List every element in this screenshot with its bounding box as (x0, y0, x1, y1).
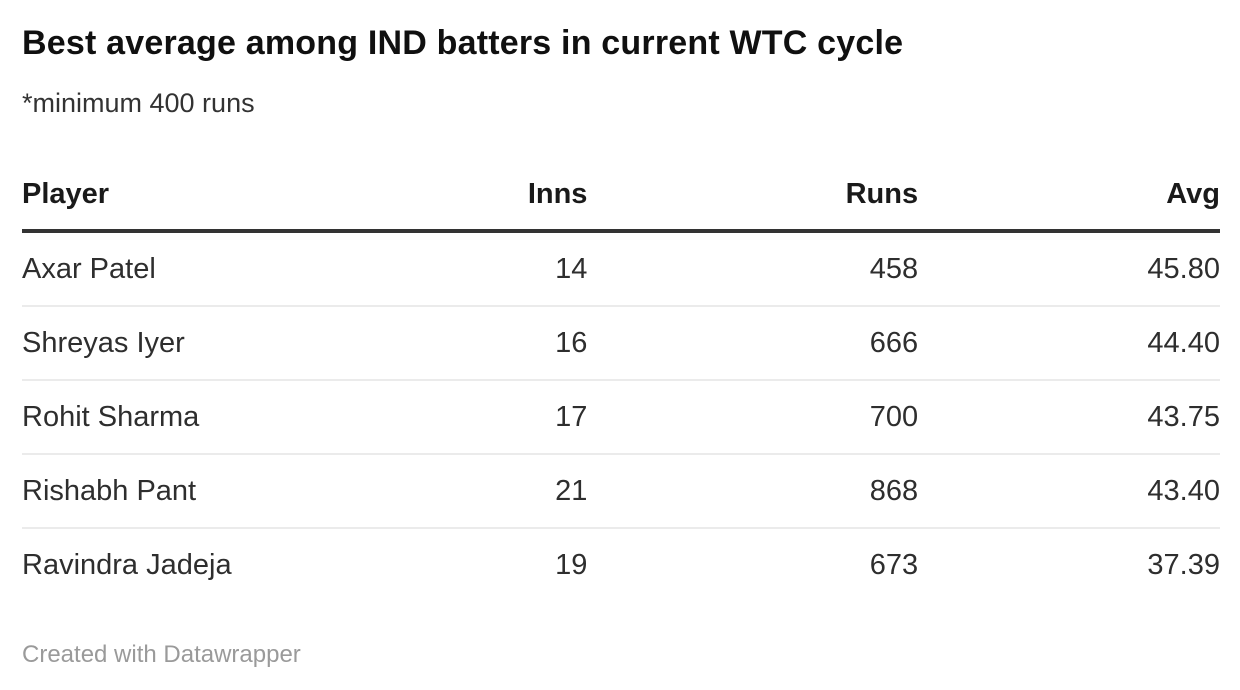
avg-cell: 45.80 (918, 231, 1220, 307)
runs-cell: 458 (587, 231, 919, 307)
player-cell: Shreyas Iyer (22, 306, 382, 381)
avg-cell: 43.40 (918, 454, 1220, 529)
avg-cell: 43.75 (918, 380, 1220, 455)
datawrapper-attribution-link[interactable]: Created with Datawrapper (22, 641, 301, 668)
avg-cell: 44.40 (918, 306, 1220, 381)
column-header-inns: Inns (381, 177, 588, 233)
table-row: Axar Patel 14 458 45.80 (22, 231, 1220, 307)
chart-footer: Created with Datawrapper (22, 641, 1220, 669)
column-header-player: Player (22, 177, 382, 233)
runs-cell: 673 (869, 549, 919, 581)
chart-title: Best average among IND batters in curren… (22, 24, 904, 62)
stats-table: Player Inns Runs Avg Axar Patel 14 458 45.8… (22, 177, 1220, 601)
runs-cell: 666 (587, 306, 919, 381)
inns-cell: 21 (381, 454, 588, 529)
runs-cell: 868 (587, 454, 919, 529)
inns-cell: 16 (381, 306, 588, 381)
inns-cell: 17 (381, 380, 588, 455)
table-row: Rohit Sharma 17 700 43.75 (22, 380, 1220, 455)
table-header-row: Player Inns Runs Avg (22, 177, 1220, 233)
table-row: Shreyas Iyer 16 666 44.40 (22, 306, 1220, 381)
runs-cell: 700 (587, 380, 919, 455)
table-header: Player Inns Runs Avg (22, 177, 1220, 233)
player-cell: Rohit Sharma (22, 380, 382, 455)
table-body: Axar Patel 14 458 45.80 Shreyas Iyer 16 666 44.… (22, 231, 1220, 601)
table-row: Ravindra Jadeja 19 673 37.39 (22, 528, 1220, 601)
inns-cell: 19 (555, 549, 588, 581)
column-header-avg: Avg (918, 177, 1220, 233)
chart-subtitle: *minimum 400 runs (22, 88, 255, 118)
player-cell: Ravindra Jadeja (22, 549, 232, 581)
inns-cell: 14 (381, 231, 588, 307)
table-row: Rishabh Pant 21 868 43.40 (22, 454, 1220, 529)
player-cell: Axar Patel (22, 231, 382, 307)
column-header-runs: Runs (587, 177, 919, 233)
avg-cell: 37.39 (1147, 549, 1220, 581)
player-cell: Rishabh Pant (22, 454, 382, 529)
